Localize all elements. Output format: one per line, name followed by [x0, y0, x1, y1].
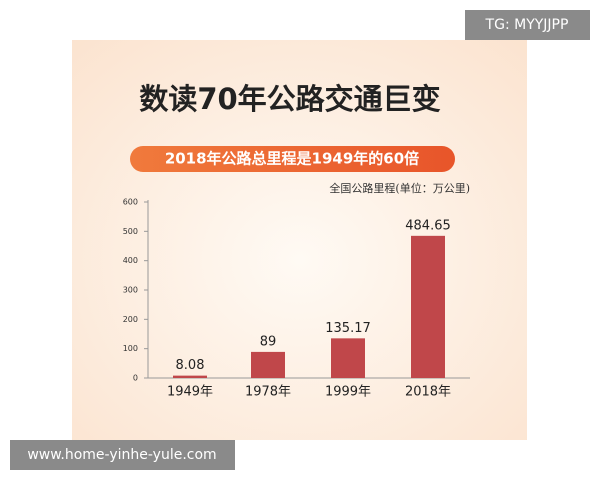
x-tick-label: 1949年 — [167, 385, 213, 400]
x-tick-label: 2018年 — [405, 385, 451, 400]
unit-label: 全国公路里程(单位：万公里) — [329, 181, 470, 195]
watermark: www.home-yinhe-yule.com — [27, 447, 216, 463]
x-tick-label: 1978年 — [245, 385, 291, 400]
subtitle: 2018年公路总里程是1949年的60倍 — [165, 150, 419, 168]
x-tick-label: 1999年 — [325, 385, 371, 400]
data-label: 135.17 — [325, 321, 371, 336]
watermark-box — [465, 10, 590, 40]
y-tick-label: 100 — [123, 344, 138, 353]
data-label: 89 — [260, 334, 277, 349]
data-label: 8.08 — [176, 358, 205, 373]
subtitle-banner — [130, 146, 455, 172]
watermark: TG: MYYJJPP — [485, 17, 569, 33]
bar — [251, 351, 285, 378]
watermark-box — [10, 440, 235, 470]
y-tick-label: 200 — [123, 315, 138, 324]
y-tick-label: 500 — [123, 227, 138, 236]
y-tick-label: 300 — [123, 286, 138, 295]
y-tick-label: 400 — [123, 256, 138, 265]
bar — [331, 338, 365, 378]
y-tick-label: 600 — [123, 198, 138, 207]
bar — [411, 235, 445, 378]
data-label: 484.65 — [405, 218, 451, 233]
bar — [173, 375, 207, 378]
chart-title: 数读70年公路交通巨变 — [139, 82, 440, 116]
y-tick-label: 0 — [133, 374, 138, 383]
